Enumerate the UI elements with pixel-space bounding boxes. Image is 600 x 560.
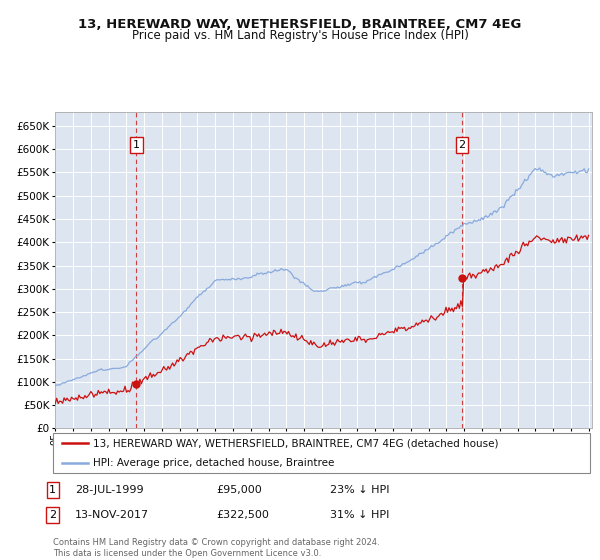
Text: 13-NOV-2017: 13-NOV-2017: [75, 510, 149, 520]
Text: Contains HM Land Registry data © Crown copyright and database right 2024.
This d: Contains HM Land Registry data © Crown c…: [53, 538, 379, 558]
Text: HPI: Average price, detached house, Braintree: HPI: Average price, detached house, Brai…: [93, 458, 334, 468]
Text: 13, HEREWARD WAY, WETHERSFIELD, BRAINTREE, CM7 4EG: 13, HEREWARD WAY, WETHERSFIELD, BRAINTRE…: [79, 18, 521, 31]
Text: 23% ↓ HPI: 23% ↓ HPI: [330, 485, 389, 495]
Text: 31% ↓ HPI: 31% ↓ HPI: [330, 510, 389, 520]
Text: 28-JUL-1999: 28-JUL-1999: [75, 485, 143, 495]
Text: Price paid vs. HM Land Registry's House Price Index (HPI): Price paid vs. HM Land Registry's House …: [131, 29, 469, 42]
Text: 2: 2: [458, 140, 466, 150]
Text: 13, HEREWARD WAY, WETHERSFIELD, BRAINTREE, CM7 4EG (detached house): 13, HEREWARD WAY, WETHERSFIELD, BRAINTRE…: [93, 438, 499, 449]
Text: 1: 1: [133, 140, 140, 150]
Text: £322,500: £322,500: [216, 510, 269, 520]
Text: 1: 1: [49, 485, 56, 495]
Text: £95,000: £95,000: [216, 485, 262, 495]
Text: 2: 2: [49, 510, 56, 520]
FancyBboxPatch shape: [53, 433, 590, 473]
